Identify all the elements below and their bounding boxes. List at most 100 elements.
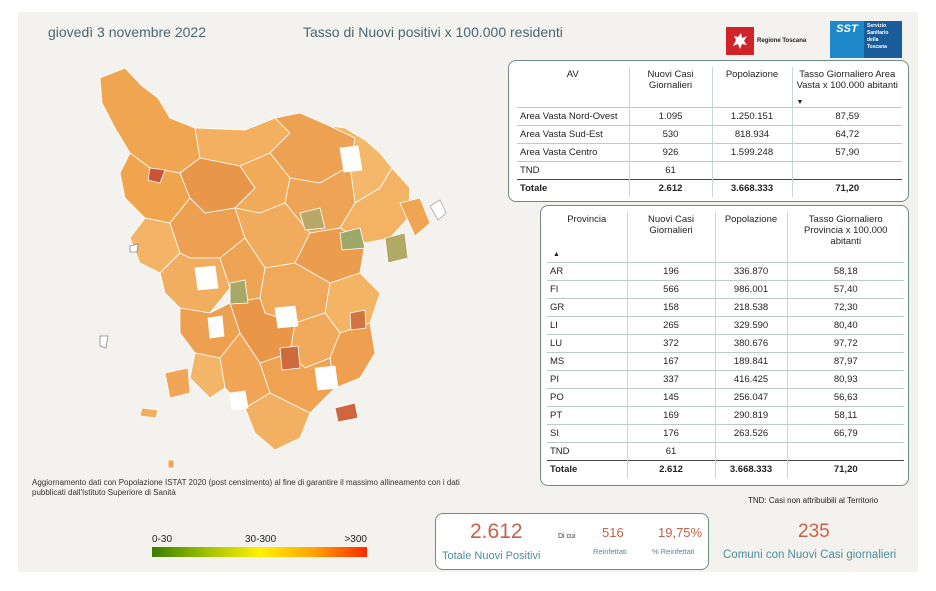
- table-row[interactable]: AR 196 336.870 58,18: [547, 261, 904, 280]
- col-header-tasso[interactable]: Tasso Giornaliero Provincia x 100.000 ab…: [804, 214, 888, 247]
- map-region[interactable]: [139, 407, 159, 419]
- map-region[interactable]: [147, 167, 166, 184]
- table-row[interactable]: SI 176 263.526 66,79: [547, 423, 904, 442]
- cell: 176: [627, 423, 716, 442]
- area-vasta-table[interactable]: AV Nuovi Casi Giornalieri Popolazione Ta…: [508, 60, 909, 202]
- col-header-provincia[interactable]: Provincia ▲: [547, 212, 628, 262]
- cell: SI: [547, 423, 628, 442]
- table-row[interactable]: LU 372 380.676 97,72: [547, 333, 904, 352]
- cell: 57,90: [792, 142, 902, 161]
- cell: 329.590: [715, 315, 788, 334]
- map-region[interactable]: [274, 305, 299, 329]
- col-header-av[interactable]: AV: [517, 67, 630, 107]
- cell: 3.668.333: [715, 459, 788, 478]
- legend-label-mid: 30-300: [245, 534, 277, 545]
- total-positives-value: 2.612: [470, 520, 523, 543]
- map-region[interactable]: [167, 459, 175, 469]
- table-row[interactable]: Area Vasta Centro 926 1.599.248 57,90: [517, 142, 902, 161]
- sort-desc-icon[interactable]: ▼: [796, 98, 804, 106]
- map-region[interactable]: [339, 227, 366, 251]
- map-region[interactable]: [384, 232, 409, 264]
- cell: LI: [547, 315, 628, 334]
- col-header-tasso-label: Tasso Giornaliero Area Vasta x 100.000 a…: [796, 69, 898, 91]
- cell: 1.095: [629, 106, 713, 125]
- pegasus-icon: [726, 27, 754, 55]
- table-row[interactable]: PI 337 416.425 80,93: [547, 369, 904, 388]
- report-date: giovedì 3 novembre 2022: [48, 24, 206, 40]
- cell: Totale: [547, 459, 628, 478]
- cell: PI: [547, 369, 628, 388]
- map-region[interactable]: [314, 365, 339, 391]
- table-row[interactable]: LI 265 329.590 80,40: [547, 315, 904, 334]
- provincia-table[interactable]: Provincia ▲ Nuovi Casi Giornalieri Popola…: [540, 205, 909, 486]
- map-region[interactable]: [189, 352, 226, 399]
- cell: Area Vasta Nord-Ovest: [517, 106, 630, 125]
- table-row[interactable]: TND 61: [517, 160, 902, 179]
- map-region[interactable]: [399, 197, 431, 237]
- map-region[interactable]: [164, 367, 191, 399]
- cell: PO: [547, 387, 628, 406]
- reinfected-pct-label: % Reinfettati: [652, 547, 695, 556]
- cell: MS: [547, 351, 628, 370]
- sst-subtitle: Servizio Sanitario della Toscana: [864, 21, 902, 58]
- total-row: Totale 2.612 3.668.333 71,20: [517, 178, 902, 197]
- map-region[interactable]: [229, 390, 249, 411]
- total-positives-label: Totale Nuovi Positivi: [442, 550, 541, 562]
- table-row[interactable]: PT 169 290.819 58,11: [547, 405, 904, 424]
- cell: 290.819: [715, 405, 788, 424]
- map-region[interactable]: [299, 207, 326, 231]
- map-region[interactable]: [229, 279, 249, 305]
- map-region[interactable]: [349, 309, 367, 331]
- cell: 158: [627, 297, 716, 316]
- map-region[interactable]: [99, 67, 201, 174]
- cell: 167: [627, 351, 716, 370]
- map-region[interactable]: [334, 402, 359, 423]
- di-cui-label: Di cui: [558, 533, 576, 540]
- cell: 2.612: [629, 178, 713, 197]
- table-row[interactable]: Area Vasta Nord-Ovest 1.095 1.250.151 87,59: [517, 106, 902, 125]
- total-row: Totale 2.612 3.668.333 71,20: [547, 459, 904, 478]
- legend-gradient: [152, 547, 367, 557]
- cell: 196: [627, 261, 716, 280]
- map-region[interactable]: [159, 252, 231, 314]
- map-region[interactable]: [339, 145, 363, 173]
- map-region[interactable]: [279, 345, 301, 371]
- col-header-tasso[interactable]: Tasso Giornaliero Area Vasta x 100.000 a…: [792, 67, 902, 107]
- cell: 57,40: [787, 279, 904, 298]
- map-region[interactable]: [129, 243, 139, 253]
- table-row[interactable]: Area Vasta Sud-Est 530 818.934 64,72: [517, 124, 902, 143]
- col-header-nuovi-casi[interactable]: Nuovi Casi Giornalieri: [629, 67, 713, 107]
- cell: 1.599.248: [712, 142, 793, 161]
- cell: LU: [547, 333, 628, 352]
- cell: Totale: [517, 178, 630, 197]
- map-region[interactable]: [244, 392, 311, 451]
- table-row[interactable]: PO 145 256.047 56,63: [547, 387, 904, 406]
- table-row[interactable]: TND 61: [547, 441, 904, 460]
- cell: 58,18: [787, 261, 904, 280]
- col-header-popolazione[interactable]: Popolazione: [712, 67, 793, 107]
- cell: 380.676: [715, 333, 788, 352]
- tuscany-municipality-map[interactable]: [30, 58, 470, 478]
- cell: 263.526: [715, 423, 788, 442]
- cell: 72,30: [787, 297, 904, 316]
- regione-toscana-logo: Regione Toscana: [726, 26, 812, 56]
- cell: PT: [547, 405, 628, 424]
- table-row[interactable]: FI 566 986.001 57,40: [547, 279, 904, 298]
- map-region[interactable]: [207, 315, 225, 339]
- map-region[interactable]: [99, 335, 109, 349]
- col-header-popolazione[interactable]: Popolazione: [715, 212, 788, 262]
- cell: 80,93: [787, 369, 904, 388]
- footnote: Aggiornamento dati con Popolazione ISTAT…: [32, 478, 460, 497]
- table-row[interactable]: GR 158 218.538 72,30: [547, 297, 904, 316]
- cell: 58,11: [787, 405, 904, 424]
- table-row[interactable]: MS 167 189.841 87,97: [547, 351, 904, 370]
- col-header-nuovi-casi[interactable]: Nuovi Casi Giornalieri: [627, 212, 716, 262]
- legend-label-high: >300: [344, 534, 367, 545]
- map-region[interactable]: [194, 265, 219, 291]
- map-region[interactable]: [429, 199, 447, 221]
- sort-asc-icon[interactable]: ▲: [553, 250, 560, 258]
- cell: Area Vasta Centro: [517, 142, 630, 161]
- cell: 566: [627, 279, 716, 298]
- cell: [787, 441, 904, 460]
- cell: 80,40: [787, 315, 904, 334]
